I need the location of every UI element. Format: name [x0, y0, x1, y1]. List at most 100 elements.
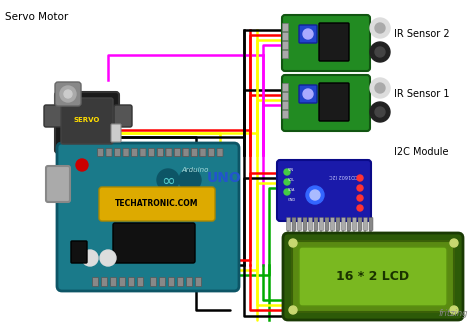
Text: UNO: UNO	[207, 171, 242, 185]
FancyBboxPatch shape	[277, 160, 371, 221]
Circle shape	[157, 169, 179, 191]
Text: VOL: VOL	[288, 178, 295, 182]
Text: fritzing: fritzing	[438, 309, 468, 318]
FancyBboxPatch shape	[286, 217, 291, 230]
Circle shape	[357, 195, 363, 201]
FancyBboxPatch shape	[217, 148, 223, 156]
FancyBboxPatch shape	[292, 217, 296, 230]
Text: LCD1602 I2C: LCD1602 I2C	[329, 172, 361, 178]
FancyBboxPatch shape	[191, 148, 198, 156]
Text: ∞: ∞	[161, 172, 175, 190]
FancyBboxPatch shape	[174, 148, 180, 156]
Circle shape	[284, 169, 290, 175]
Text: I2C Module: I2C Module	[394, 147, 448, 157]
Circle shape	[303, 29, 313, 39]
FancyBboxPatch shape	[55, 92, 119, 153]
FancyBboxPatch shape	[159, 277, 165, 286]
Circle shape	[100, 250, 116, 266]
Circle shape	[375, 47, 385, 57]
FancyBboxPatch shape	[101, 277, 108, 286]
FancyBboxPatch shape	[283, 110, 289, 119]
FancyBboxPatch shape	[110, 277, 117, 286]
Circle shape	[370, 18, 390, 38]
FancyBboxPatch shape	[166, 148, 172, 156]
FancyBboxPatch shape	[174, 148, 181, 156]
FancyBboxPatch shape	[283, 92, 289, 100]
FancyBboxPatch shape	[98, 148, 103, 156]
Circle shape	[370, 78, 390, 98]
Circle shape	[375, 23, 385, 33]
FancyBboxPatch shape	[113, 223, 195, 263]
FancyBboxPatch shape	[299, 85, 317, 103]
Circle shape	[179, 169, 201, 191]
FancyBboxPatch shape	[314, 217, 318, 230]
FancyBboxPatch shape	[369, 217, 373, 230]
FancyBboxPatch shape	[157, 148, 163, 156]
FancyBboxPatch shape	[99, 187, 215, 221]
FancyBboxPatch shape	[128, 277, 135, 286]
FancyBboxPatch shape	[191, 148, 197, 156]
Circle shape	[64, 90, 72, 98]
FancyBboxPatch shape	[330, 217, 335, 230]
FancyBboxPatch shape	[200, 148, 206, 156]
FancyBboxPatch shape	[137, 277, 144, 286]
FancyBboxPatch shape	[92, 277, 99, 286]
FancyBboxPatch shape	[358, 217, 362, 230]
FancyBboxPatch shape	[186, 277, 192, 286]
FancyBboxPatch shape	[364, 217, 367, 230]
Text: SERVO: SERVO	[74, 117, 100, 123]
FancyBboxPatch shape	[61, 98, 113, 144]
FancyBboxPatch shape	[347, 217, 351, 230]
Text: 16 * 2 LCD: 16 * 2 LCD	[337, 270, 410, 283]
FancyBboxPatch shape	[283, 41, 289, 50]
Circle shape	[303, 89, 313, 99]
Circle shape	[370, 102, 390, 122]
Circle shape	[375, 83, 385, 93]
FancyBboxPatch shape	[319, 23, 349, 61]
FancyBboxPatch shape	[309, 217, 312, 230]
Circle shape	[375, 107, 385, 117]
FancyBboxPatch shape	[140, 148, 146, 156]
Circle shape	[289, 239, 297, 247]
FancyBboxPatch shape	[319, 217, 323, 230]
FancyBboxPatch shape	[299, 25, 317, 43]
FancyBboxPatch shape	[209, 148, 215, 156]
Circle shape	[450, 239, 458, 247]
Circle shape	[357, 185, 363, 191]
FancyBboxPatch shape	[44, 105, 62, 127]
FancyBboxPatch shape	[208, 148, 214, 156]
Text: Servo Motor: Servo Motor	[5, 12, 68, 22]
FancyBboxPatch shape	[283, 24, 289, 31]
Circle shape	[370, 42, 390, 62]
FancyBboxPatch shape	[182, 148, 189, 156]
FancyBboxPatch shape	[168, 277, 174, 286]
Text: IR Sensor 1: IR Sensor 1	[394, 89, 449, 99]
FancyBboxPatch shape	[148, 148, 155, 156]
FancyBboxPatch shape	[157, 148, 164, 156]
FancyBboxPatch shape	[292, 241, 454, 312]
FancyBboxPatch shape	[131, 148, 137, 156]
FancyBboxPatch shape	[283, 233, 463, 320]
FancyBboxPatch shape	[283, 32, 289, 40]
FancyBboxPatch shape	[353, 217, 356, 230]
Text: Arduino: Arduino	[182, 167, 209, 173]
FancyBboxPatch shape	[119, 277, 126, 286]
FancyBboxPatch shape	[151, 277, 156, 286]
Text: GND: GND	[288, 198, 296, 202]
Circle shape	[357, 175, 363, 181]
FancyBboxPatch shape	[283, 101, 289, 110]
Circle shape	[60, 86, 76, 102]
Circle shape	[284, 189, 290, 195]
FancyBboxPatch shape	[115, 148, 120, 156]
FancyBboxPatch shape	[336, 217, 340, 230]
FancyBboxPatch shape	[111, 124, 121, 142]
FancyBboxPatch shape	[71, 241, 87, 263]
FancyBboxPatch shape	[282, 15, 370, 71]
FancyBboxPatch shape	[282, 75, 370, 131]
Circle shape	[76, 159, 88, 171]
FancyBboxPatch shape	[114, 105, 132, 127]
FancyBboxPatch shape	[283, 51, 289, 59]
FancyBboxPatch shape	[283, 84, 289, 91]
FancyBboxPatch shape	[177, 277, 183, 286]
FancyBboxPatch shape	[123, 148, 129, 156]
